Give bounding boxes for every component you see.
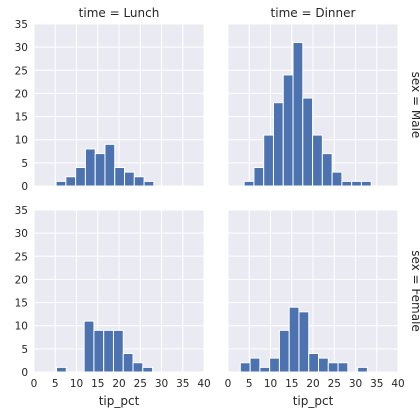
histogram-bar (94, 153, 106, 187)
x-tick-label: 15 (91, 378, 104, 390)
x-tick-label: 40 (391, 378, 404, 390)
x-tick-label: 5 (52, 378, 59, 390)
histogram-bar (321, 153, 333, 187)
histogram-bar (278, 329, 290, 373)
x-tick-label: 35 (370, 378, 383, 390)
histogram-bar (331, 171, 343, 187)
histogram-bar (114, 166, 126, 187)
x-tick-label: 30 (349, 378, 362, 390)
histogram-bar (269, 357, 280, 373)
histogram-bar (104, 143, 116, 187)
y-tick-label: 30 (15, 228, 28, 240)
histogram-bar (337, 362, 349, 373)
histogram-bar (142, 366, 154, 373)
x-tick-label: 15 (285, 378, 298, 390)
histogram-bar (55, 180, 67, 187)
histogram-bar (341, 180, 353, 187)
y-tick-label: 25 (15, 65, 28, 77)
histogram-bar (357, 366, 368, 373)
histogram-bar (288, 306, 300, 373)
histogram-bar (327, 362, 339, 373)
histogram-bar (243, 180, 255, 187)
x-axis-label: tip_pct (293, 394, 334, 408)
histogram-bar (143, 180, 155, 187)
histogram-bar (249, 357, 261, 373)
histogram-bar (292, 42, 304, 187)
x-tick-label: 20 (112, 378, 125, 390)
y-tick-label: 30 (15, 42, 28, 54)
x-tick-label: 5 (246, 378, 253, 390)
x-tick-label: 25 (328, 378, 341, 390)
histogram-bar (56, 366, 67, 373)
histogram-bar (103, 329, 114, 373)
histogram-bar (133, 176, 145, 187)
x-tick-label: 30 (155, 378, 168, 390)
y-tick-label: 0 (21, 367, 28, 379)
histogram-bar (351, 180, 362, 187)
histogram-bar (65, 176, 77, 187)
x-tick-label: 20 (306, 378, 319, 390)
y-tick-label: 5 (21, 158, 28, 170)
histogram-bar (360, 180, 372, 187)
histogram-bar (239, 362, 251, 373)
facet-column-title: time = Lunch (79, 6, 160, 20)
y-tick-label: 0 (21, 181, 28, 193)
histogram-bar (282, 74, 294, 187)
histogram-bar (272, 102, 284, 187)
y-tick-label: 5 (21, 344, 28, 356)
y-tick-label: 20 (15, 88, 28, 100)
x-tick-label: 0 (31, 378, 38, 390)
x-tick-label: 25 (134, 378, 147, 390)
histogram-bar (263, 134, 274, 187)
histogram-bar (122, 352, 134, 373)
facet-row-title: sex = Female (409, 250, 420, 332)
histogram-bar (112, 329, 124, 373)
x-tick-label: 0 (225, 378, 232, 390)
facet-row-title: sex = Male (409, 72, 420, 139)
histogram-bar (298, 311, 310, 373)
histogram-bar (124, 171, 135, 187)
y-tick-label: 35 (15, 19, 28, 31)
histogram-bar (75, 166, 86, 187)
histogram-bar (318, 357, 329, 373)
y-tick-label: 15 (15, 298, 28, 310)
y-tick-label: 20 (15, 274, 28, 286)
histogram-bar (253, 166, 265, 187)
facet-column-title: time = Dinner (271, 6, 356, 20)
histogram-bar (83, 320, 95, 373)
histogram-bar (259, 366, 271, 373)
x-tick-label: 10 (70, 378, 83, 390)
y-tick-label: 10 (15, 321, 28, 333)
y-tick-label: 35 (15, 205, 28, 217)
histogram-bar (302, 97, 314, 187)
histogram-bar (132, 362, 144, 373)
y-tick-label: 25 (15, 251, 28, 263)
histogram-bar (308, 352, 320, 373)
y-tick-label: 10 (15, 135, 28, 147)
y-tick-label: 15 (15, 112, 28, 124)
histogram-bar (93, 329, 105, 373)
x-axis-label: tip_pct (99, 394, 140, 408)
histogram-bar (312, 134, 323, 187)
x-tick-label: 40 (197, 378, 210, 390)
x-tick-label: 10 (264, 378, 277, 390)
x-tick-label: 35 (176, 378, 189, 390)
histogram-bar (84, 148, 96, 187)
